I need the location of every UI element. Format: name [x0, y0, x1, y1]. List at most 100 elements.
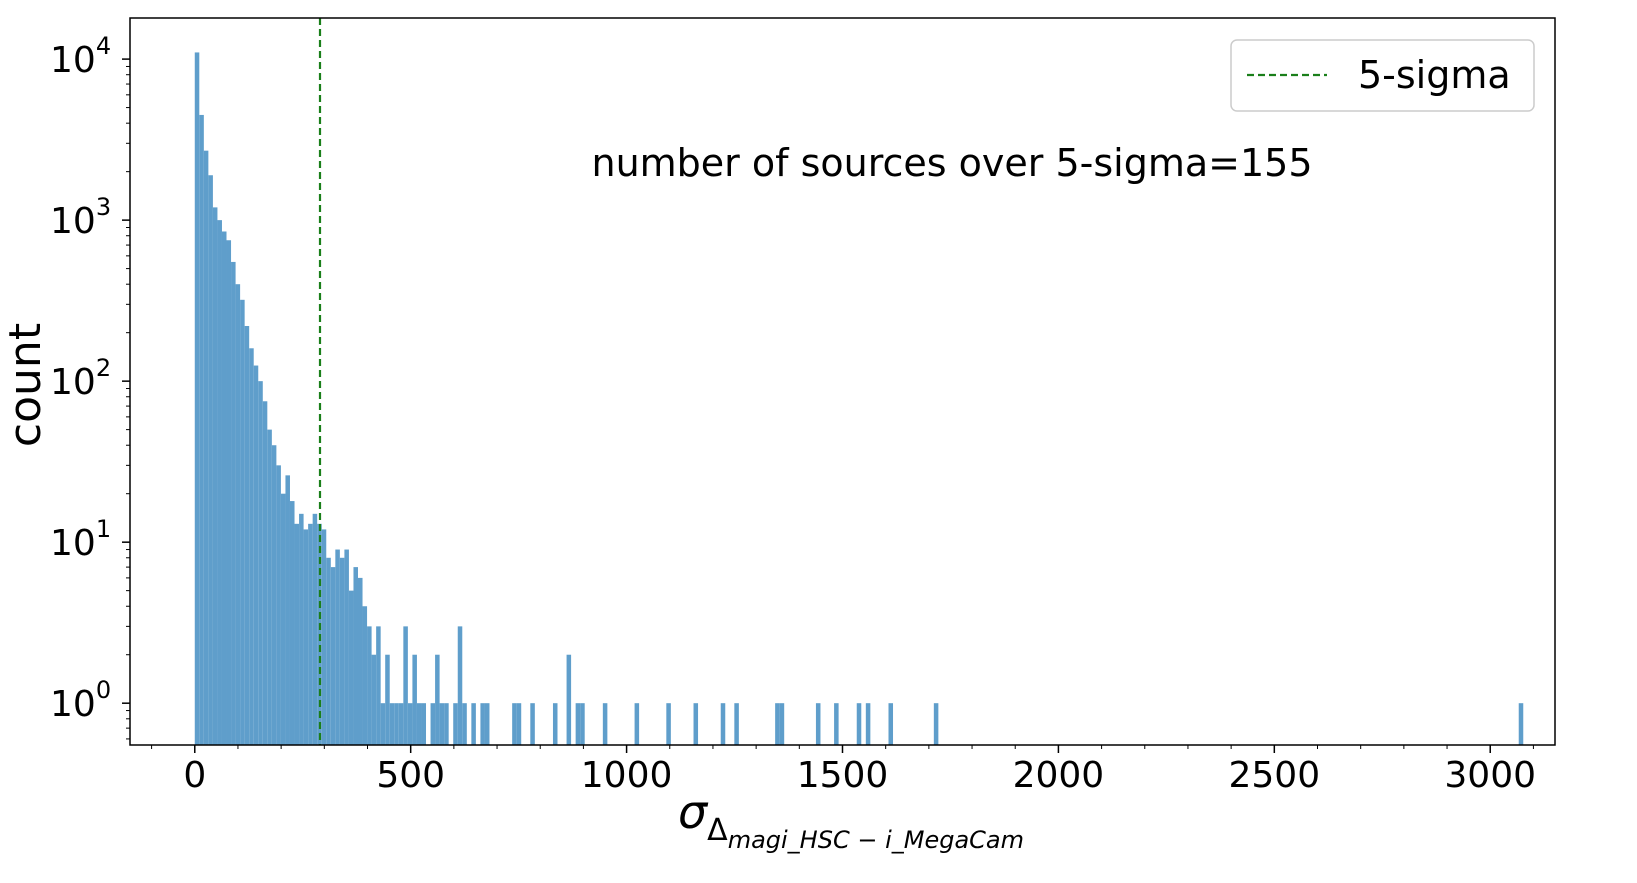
histogram-bar: [212, 207, 218, 745]
histogram-bar: [512, 703, 517, 745]
histogram-bar: [888, 703, 894, 745]
histogram-bar: [203, 150, 209, 746]
histogram-bar: [194, 52, 200, 745]
histogram-bar: [471, 703, 476, 745]
histogram-bar: [326, 557, 331, 745]
x-tick-label: 2000: [1013, 755, 1105, 796]
y-axis-ticks: 100 101 102 103 104: [50, 32, 130, 740]
histogram-bar: [403, 626, 408, 745]
histogram-bar: [199, 114, 204, 745]
x-axis-label-delta: Δ: [707, 813, 728, 848]
histogram-bar: [348, 590, 354, 745]
x-axis-label-sigma: σ: [678, 785, 709, 839]
histogram-bar: [834, 703, 839, 745]
histogram-bar: [258, 381, 263, 745]
histogram-bar: [244, 326, 250, 745]
histogram-bar: [358, 577, 363, 745]
x-tick-label: 500: [376, 755, 445, 796]
histogram-bar: [335, 549, 340, 745]
histogram-bar: [484, 703, 490, 745]
histogram-bar: [289, 501, 295, 745]
histogram-bar: [376, 626, 381, 745]
histogram-bar: [933, 703, 939, 745]
histogram-bar: [453, 703, 458, 745]
y-tick-label: 103: [50, 193, 111, 242]
histogram-bar: [226, 240, 232, 746]
histogram-bar: [462, 703, 467, 745]
histogram-bar: [321, 529, 327, 745]
histogram-bar: [267, 429, 272, 745]
x-axis-label: σΔmagi_HSC − i_MegaCam: [678, 785, 1024, 854]
histogram-bar: [580, 703, 585, 745]
histogram-bar: [865, 703, 871, 745]
histogram-bar: [666, 703, 671, 745]
histogram-bar: [271, 445, 277, 745]
histogram-bar: [407, 703, 413, 745]
histogram-bar: [421, 703, 427, 745]
x-tick-label: 3000: [1444, 755, 1536, 796]
histogram-bar: [1518, 703, 1524, 745]
histogram-bar: [371, 654, 377, 745]
histogram-bar: [720, 703, 726, 745]
histogram-bar: [294, 523, 300, 745]
histogram-bars: [194, 52, 1524, 746]
histogram-bar: [385, 654, 390, 745]
histogram-bar: [575, 703, 581, 745]
histogram-bar: [430, 703, 436, 745]
histogram-bar: [249, 348, 254, 745]
histogram-bar: [435, 654, 440, 745]
histogram-bar: [634, 703, 640, 745]
histogram-bar: [303, 529, 309, 745]
histogram-bar: [693, 703, 699, 745]
histogram-bar: [775, 703, 780, 745]
histogram-bar: [312, 513, 318, 745]
histogram-bar: [253, 365, 259, 745]
x-axis-ticks: 0 500 1000 1500 2000 2500 3000: [151, 745, 1536, 796]
histogram-bar: [602, 703, 608, 745]
y-tick-label: 100: [50, 676, 111, 725]
histogram-bar: [276, 465, 281, 745]
histogram-bar: [208, 175, 213, 746]
histogram-bar: [299, 513, 304, 745]
histogram-bar: [285, 475, 290, 745]
histogram-bar: [262, 401, 268, 745]
histogram-bar: [480, 703, 485, 745]
legend-label: 5-sigma: [1358, 53, 1511, 97]
histogram-bar: [856, 703, 862, 745]
histogram-bar: [308, 523, 313, 745]
histogram-bar: [552, 703, 558, 745]
histogram-bar: [330, 567, 336, 745]
histogram-bar: [530, 703, 535, 745]
histogram-bar: [779, 703, 785, 745]
histogram-bar: [344, 549, 349, 745]
histogram-bar: [389, 703, 395, 745]
histogram-bar: [412, 654, 417, 745]
histogram-bar: [394, 703, 399, 745]
histogram-bar: [439, 703, 445, 745]
y-axis-label: count: [0, 323, 51, 447]
histogram-bar: [362, 606, 368, 745]
x-tick-label: 1000: [581, 755, 673, 796]
legend-box: [1230, 39, 1535, 112]
x-tick-label: 2500: [1229, 755, 1321, 796]
histogram-bar: [516, 703, 522, 745]
x-tick-label: 0: [183, 755, 206, 796]
histogram-bar: [457, 626, 463, 745]
histogram-bar: [353, 567, 358, 745]
histogram-bar: [566, 654, 572, 745]
histogram-bar: [398, 703, 404, 745]
y-tick-label: 104: [50, 32, 111, 81]
x-tick-label: 1500: [797, 755, 889, 796]
histogram-bar: [231, 261, 236, 745]
histogram-bar: [235, 284, 241, 745]
histogram-bar: [339, 557, 345, 745]
x-axis-label-subscript: magi_HSC − i_MegaCam: [728, 826, 1024, 854]
sources-over-threshold-annotation: number of sources over 5-sigma=155: [591, 141, 1312, 185]
histogram-bar: [280, 493, 286, 745]
histogram-bar: [734, 703, 739, 745]
histogram-bar: [416, 703, 422, 745]
y-tick-label: 101: [50, 515, 111, 564]
histogram-bar: [221, 231, 227, 746]
y-tick-label: 102: [50, 354, 111, 403]
